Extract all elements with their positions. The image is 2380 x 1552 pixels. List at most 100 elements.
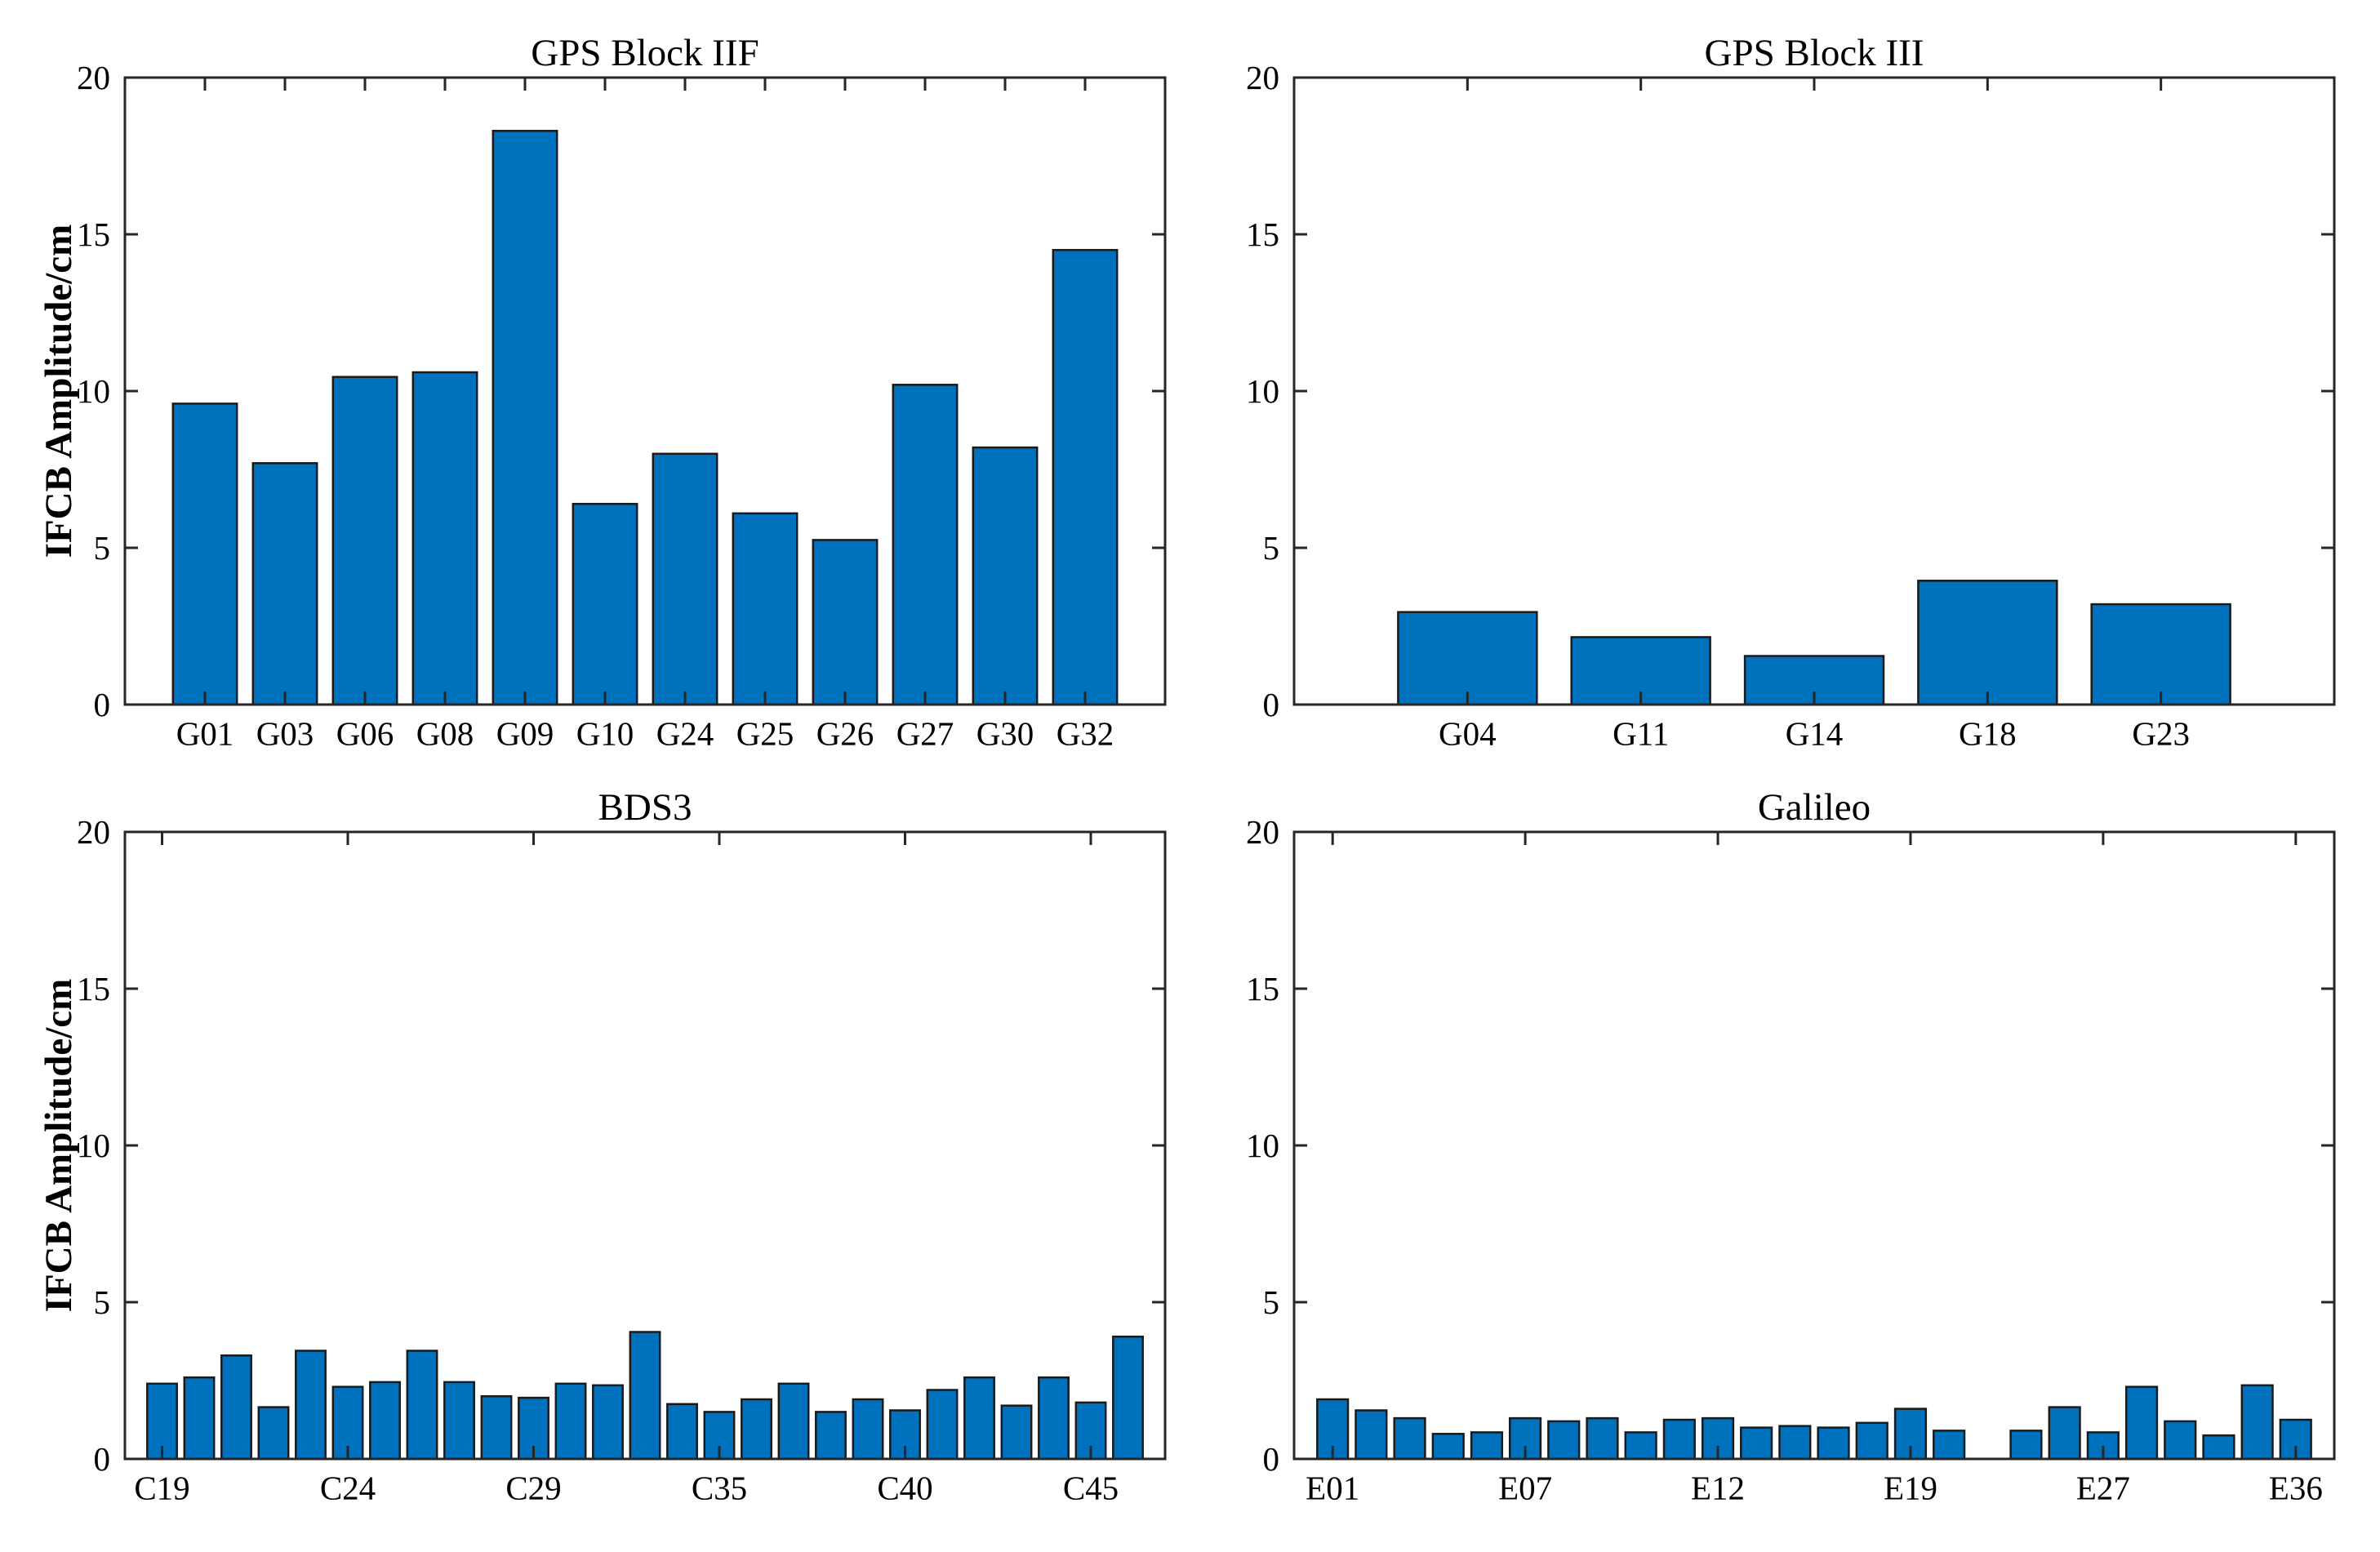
- x-tick-label: G30: [976, 715, 1034, 753]
- x-tick-label: G14: [1786, 715, 1844, 753]
- y-tick-label: 10: [1246, 372, 1279, 410]
- bar-C37: [777, 1382, 810, 1461]
- y-tick-label: 10: [1246, 1127, 1279, 1164]
- y-tick-label: 0: [1263, 686, 1280, 723]
- bar-G08: [411, 371, 478, 706]
- x-tick-label: G10: [576, 715, 634, 753]
- bar-C21: [220, 1354, 252, 1461]
- bar-C36: [741, 1398, 772, 1461]
- chart-title-bds3: BDS3: [598, 786, 692, 829]
- bar-E21: [1933, 1430, 1966, 1461]
- y-tick-label: 15: [77, 970, 110, 1007]
- y-tick-label: 20: [77, 813, 110, 851]
- x-tick-label: E12: [1691, 1470, 1745, 1507]
- bar-G32: [1052, 248, 1119, 706]
- bar-E05: [1470, 1431, 1504, 1461]
- x-tick-label: C24: [320, 1470, 376, 1507]
- y-tick-label: 0: [94, 686, 111, 723]
- bar-C26: [406, 1350, 438, 1461]
- y-tick-label: 10: [77, 372, 110, 410]
- bar-E18: [1855, 1421, 1888, 1461]
- bar-G24: [652, 452, 718, 706]
- y-tick-label: 5: [1263, 529, 1280, 567]
- plot-frame: [1292, 830, 2336, 1461]
- x-tick-label: G25: [736, 715, 794, 753]
- x-tick-label: C35: [692, 1470, 747, 1507]
- x-tick-label: C19: [134, 1470, 189, 1507]
- bar-G04: [1397, 611, 1538, 706]
- y-tick-label: 0: [1263, 1440, 1280, 1478]
- x-tick-label: G32: [1057, 715, 1114, 753]
- bar-E14: [1778, 1425, 1812, 1461]
- bar-E30: [2124, 1385, 2159, 1461]
- bar-G01: [171, 402, 238, 706]
- y-tick-label: 15: [77, 216, 110, 253]
- bar-C38: [815, 1411, 847, 1461]
- bar-E10: [1624, 1431, 1657, 1461]
- x-tick-label: E19: [1884, 1470, 1937, 1507]
- x-tick-label: G27: [896, 715, 954, 753]
- bar-G03: [251, 462, 318, 706]
- x-tick-label: E07: [1498, 1470, 1552, 1507]
- bar-C27: [443, 1381, 475, 1461]
- bar-E26: [2048, 1406, 2081, 1461]
- bar-E03: [1393, 1416, 1426, 1461]
- x-tick-label: E01: [1306, 1470, 1359, 1507]
- bar-G26: [812, 539, 879, 706]
- bar-C20: [183, 1376, 216, 1461]
- x-tick-label: G09: [496, 715, 554, 753]
- bar-E25: [2009, 1430, 2043, 1461]
- bar-C42: [963, 1376, 995, 1461]
- bar-C29: [518, 1396, 549, 1461]
- bar-C22: [257, 1406, 290, 1461]
- x-tick-label: G01: [176, 715, 234, 753]
- x-tick-label: E27: [2076, 1470, 2130, 1507]
- bar-C25: [369, 1381, 401, 1461]
- y-tick-label: 15: [1246, 970, 1279, 1007]
- x-tick-label: G23: [2132, 715, 2190, 753]
- bar-G25: [732, 512, 799, 706]
- x-tick-label: G11: [1613, 715, 1669, 753]
- bar-E15: [1817, 1426, 1850, 1461]
- bar-E08: [1547, 1420, 1581, 1461]
- bar-C32: [592, 1384, 624, 1461]
- bar-E33: [2202, 1434, 2235, 1461]
- bar-C46: [1112, 1335, 1144, 1461]
- y-tick-label: 10: [77, 1127, 110, 1164]
- bar-E11: [1662, 1418, 1696, 1461]
- bar-E34: [2240, 1384, 2274, 1461]
- bar-G27: [892, 384, 959, 706]
- y-tick-label: 15: [1246, 216, 1279, 253]
- bar-E04: [1431, 1433, 1465, 1461]
- x-tick-label: G18: [1959, 715, 2017, 753]
- x-tick-label: C29: [505, 1470, 561, 1507]
- x-tick-label: G03: [256, 715, 314, 753]
- bar-E09: [1586, 1416, 1619, 1461]
- y-tick-label: 20: [1246, 813, 1279, 851]
- x-tick-label: C40: [877, 1470, 932, 1507]
- x-tick-label: G26: [816, 715, 874, 753]
- bar-G30: [972, 446, 1039, 706]
- bar-E02: [1355, 1409, 1388, 1461]
- bar-C33: [629, 1331, 661, 1461]
- y-tick-label: 5: [94, 1283, 111, 1321]
- bar-E31: [2164, 1420, 2197, 1461]
- bar-C44: [1038, 1376, 1070, 1461]
- x-tick-label: C45: [1063, 1470, 1119, 1507]
- chart-title-gps-block-iii: GPS Block III: [1704, 32, 1924, 74]
- chart-title-gps-block-iif: GPS Block IIF: [531, 32, 759, 74]
- bar-G18: [1917, 580, 2058, 706]
- x-tick-label: G04: [1439, 715, 1497, 753]
- chart-title-galileo: Galileo: [1757, 786, 1871, 829]
- y-tick-label: 5: [94, 529, 111, 567]
- x-tick-label: E36: [2269, 1470, 2323, 1507]
- x-tick-label: G06: [336, 715, 394, 753]
- y-tick-label: 5: [1263, 1283, 1280, 1321]
- x-tick-label: G24: [656, 715, 714, 753]
- y-tick-label: 20: [1246, 59, 1279, 96]
